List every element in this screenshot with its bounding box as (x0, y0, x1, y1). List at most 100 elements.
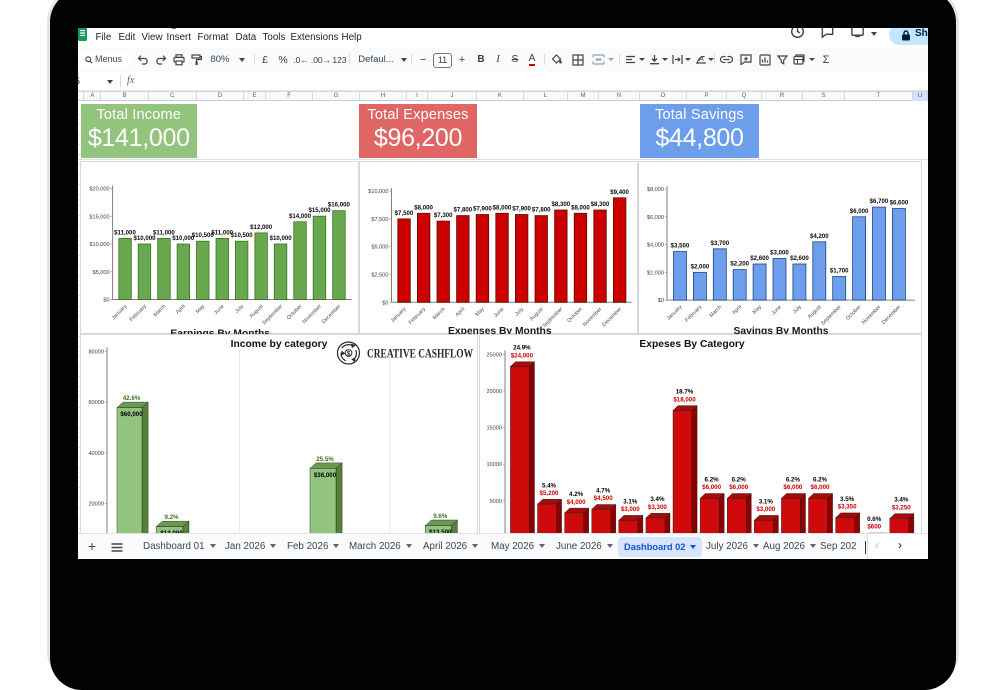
svg-text:$10,000: $10,000 (89, 242, 109, 248)
svg-text:March: March (709, 304, 724, 319)
svg-text:June: June (771, 304, 783, 316)
svg-text:$2,600: $2,600 (750, 255, 769, 262)
svg-text:$5,000: $5,000 (371, 244, 388, 250)
svg-text:April: April (731, 304, 743, 316)
svg-text:9.2%: 9.2% (164, 514, 179, 521)
svg-text:$8,000: $8,000 (414, 204, 433, 211)
svg-text:October: October (845, 304, 863, 322)
svg-text:$7,500: $7,500 (371, 216, 388, 222)
svg-text:January: January (111, 303, 129, 321)
svg-text:Expenses By Months: Expenses By Months (448, 326, 552, 336)
svg-text:$4,000: $4,000 (647, 242, 664, 248)
svg-text:$20,000: $20,000 (89, 186, 109, 192)
svg-text:May: May (474, 306, 486, 318)
svg-text:$15,000: $15,000 (308, 207, 331, 214)
svg-text:December: December (321, 303, 343, 325)
svg-text:$3,000: $3,000 (756, 506, 775, 513)
svg-text:$5,200: $5,200 (540, 490, 559, 497)
svg-text:October: October (566, 306, 584, 324)
svg-text:April: April (175, 303, 187, 315)
svg-text:$6,000: $6,000 (811, 484, 830, 491)
svg-text:August: August (249, 303, 265, 319)
svg-text:$7,900: $7,900 (473, 205, 492, 212)
svg-text:$10,500: $10,500 (192, 232, 215, 239)
svg-text:10000: 10000 (486, 462, 502, 468)
svg-text:18.7%: 18.7% (676, 389, 694, 396)
svg-text:$10,000: $10,000 (172, 235, 195, 242)
svg-text:20000: 20000 (88, 502, 104, 508)
svg-text:July: July (234, 303, 245, 314)
svg-text:CREATIVE CASHFLOW: CREATIVE CASHFLOW (367, 346, 473, 360)
svg-text:$600: $600 (867, 524, 881, 531)
svg-text:$8,300: $8,300 (590, 201, 609, 208)
svg-text:$7,500: $7,500 (394, 209, 413, 216)
svg-text:$13,500: $13,500 (429, 529, 452, 536)
svg-text:$15,000: $15,000 (89, 214, 109, 220)
svg-text:$9,400: $9,400 (610, 188, 629, 195)
svg-text:February: February (407, 306, 426, 325)
svg-text:May: May (752, 304, 764, 316)
svg-text:6.2%: 6.2% (786, 477, 801, 484)
svg-text:November: November (861, 304, 883, 326)
svg-text:$8,000: $8,000 (492, 204, 511, 211)
svg-text:$4,000: $4,000 (567, 499, 586, 506)
svg-text:60000: 60000 (88, 400, 104, 406)
svg-text:$8,300: $8,300 (551, 201, 570, 208)
svg-text:40000: 40000 (88, 451, 104, 457)
svg-text:$3,700: $3,700 (710, 239, 729, 246)
svg-text:$2,500: $2,500 (371, 272, 388, 278)
svg-text:April: April (454, 306, 466, 318)
svg-text:July: July (792, 304, 803, 315)
svg-text:July: July (514, 306, 525, 317)
svg-text:August: August (807, 303, 823, 319)
svg-text:$16,000: $16,000 (328, 201, 351, 208)
svg-text:May: May (195, 303, 207, 315)
svg-text:September: September (820, 304, 843, 327)
svg-text:$3,000: $3,000 (770, 249, 789, 256)
svg-text:$2,000: $2,000 (691, 263, 710, 270)
svg-text:$0: $0 (103, 297, 109, 303)
svg-text:24.9%: 24.9% (513, 345, 531, 352)
svg-text:$6,000: $6,000 (850, 207, 869, 214)
svg-text:March: March (431, 306, 446, 321)
svg-text:$7,800: $7,800 (531, 206, 550, 213)
svg-text:$6,000: $6,000 (783, 484, 802, 491)
svg-text:3.4%: 3.4% (894, 497, 909, 504)
svg-text:$6,000: $6,000 (647, 214, 664, 220)
svg-text:3.4%: 3.4% (650, 496, 665, 503)
svg-text:$3,000: $3,000 (621, 506, 640, 513)
svg-text:$24,000: $24,000 (511, 352, 534, 359)
svg-text:Earnings By Months: Earnings By Months (170, 328, 270, 335)
svg-text:$8,000: $8,000 (647, 187, 664, 193)
svg-text:$6,000: $6,000 (729, 484, 748, 491)
svg-text:$10,500: $10,500 (231, 232, 254, 239)
svg-text:$36,000: $36,000 (314, 472, 337, 479)
svg-text:$1,700: $1,700 (830, 267, 849, 274)
svg-text:$3,300: $3,300 (648, 504, 667, 511)
svg-text:3.5%: 3.5% (840, 496, 855, 503)
svg-text:$0: $0 (382, 300, 388, 306)
svg-text:June: June (213, 303, 225, 315)
svg-text:4.2%: 4.2% (569, 491, 584, 498)
svg-text:Savings By Months: Savings By Months (734, 326, 829, 336)
svg-text:December: December (601, 306, 623, 328)
svg-text:November: November (581, 306, 603, 328)
svg-text:$10,000: $10,000 (270, 235, 293, 242)
svg-text:4.7%: 4.7% (596, 488, 611, 495)
svg-text:15000: 15000 (486, 426, 502, 432)
svg-text:September: September (261, 303, 284, 326)
svg-text:42.6%: 42.6% (123, 395, 141, 402)
svg-text:$8,000: $8,000 (571, 204, 590, 211)
svg-text:$7,900: $7,900 (512, 205, 531, 212)
svg-text:November: November (301, 303, 323, 325)
svg-text:$3,250: $3,250 (892, 504, 911, 511)
svg-text:$11,000: $11,000 (211, 229, 233, 236)
svg-text:$7,300: $7,300 (433, 212, 452, 219)
svg-text:January: January (666, 304, 684, 322)
svg-text:October: October (286, 303, 304, 321)
svg-text:$11,000: $11,000 (153, 229, 175, 236)
svg-text:January: January (389, 306, 407, 324)
svg-text:$5,000: $5,000 (92, 269, 109, 275)
svg-text:$7,800: $7,800 (453, 206, 472, 213)
svg-text:$4,200: $4,200 (810, 232, 829, 239)
